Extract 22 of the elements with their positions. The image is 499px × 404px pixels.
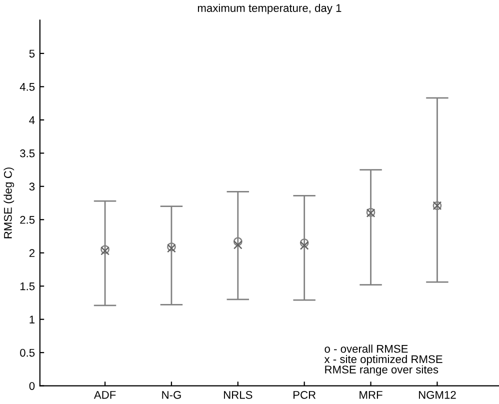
- y-axis-title: RMSE (deg C): [4, 168, 14, 238]
- annotation: o - overall RMSE: [324, 344, 408, 353]
- y-tick-label: 0.5: [20, 348, 35, 357]
- y-tick-label: 5: [29, 50, 35, 58]
- y-tick-label: 4: [29, 116, 35, 124]
- y-tick-label: 3.5: [20, 149, 35, 158]
- y-tick-label: 2: [29, 249, 34, 257]
- y-tick-label: 0: [29, 382, 35, 390]
- x-tick-label: MRF: [360, 391, 382, 399]
- y-tick-label: 3: [29, 182, 35, 191]
- y-tick-label: 1.5: [20, 282, 35, 290]
- x-tick-label: NRLS: [224, 390, 252, 399]
- x-tick-label: N-G: [162, 390, 181, 399]
- y-tick-label: 2.5: [20, 216, 35, 224]
- annotation: RMSE range over sites: [325, 365, 438, 376]
- x-tick-label: NGM12: [418, 390, 456, 399]
- chart-title: maximum temperature, day 1: [198, 4, 342, 14]
- annotation: x - site optimized RMSE: [324, 354, 442, 366]
- x-tick-label: PCR: [294, 390, 316, 399]
- y-tick-label: 1: [30, 316, 35, 324]
- y-tick-label: 4.5: [20, 83, 35, 91]
- x-tick-label: ADF: [94, 391, 116, 399]
